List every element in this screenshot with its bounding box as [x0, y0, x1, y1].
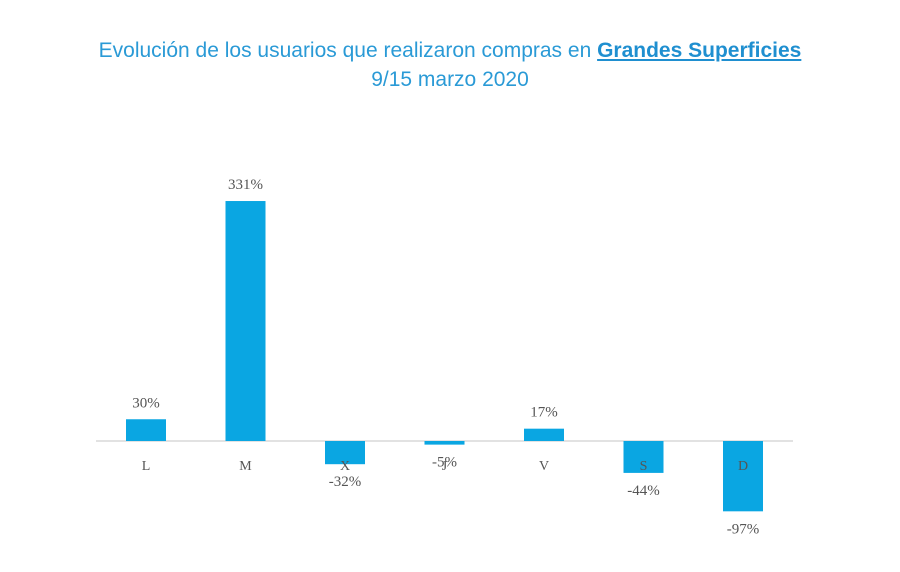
chart-title-prefix: Evolución de los usuarios que realizaron… — [98, 39, 598, 62]
value-label: -44% — [627, 483, 660, 499]
value-label: 331% — [228, 177, 263, 193]
value-label: -5% — [432, 455, 457, 471]
category-label: J — [442, 459, 448, 474]
value-label: -32% — [329, 474, 362, 490]
bar-X — [325, 441, 365, 465]
category-label: L — [142, 459, 151, 474]
category-label: M — [239, 459, 252, 474]
chart-title-highlight: Grandes Superficies — [597, 39, 802, 62]
value-label: -97% — [727, 521, 760, 537]
chart-subtitle: 9/15 marzo 2020 — [371, 68, 529, 91]
bar-M — [225, 201, 266, 441]
value-label: 30% — [132, 395, 160, 411]
bar-V — [524, 428, 564, 441]
category-label: X — [340, 459, 350, 474]
bar-J — [424, 441, 465, 445]
bar-D — [723, 441, 763, 512]
chart-title: Evolución de los usuarios que realizaron… — [0, 36, 900, 94]
category-label: V — [539, 459, 549, 474]
category-label: D — [738, 459, 748, 474]
bar-L — [126, 419, 166, 441]
chart-title-line1: Evolución de los usuarios que realizaron… — [0, 36, 900, 65]
value-label: 17% — [530, 405, 558, 421]
bar-S — [623, 441, 664, 473]
category-label: S — [640, 459, 648, 474]
